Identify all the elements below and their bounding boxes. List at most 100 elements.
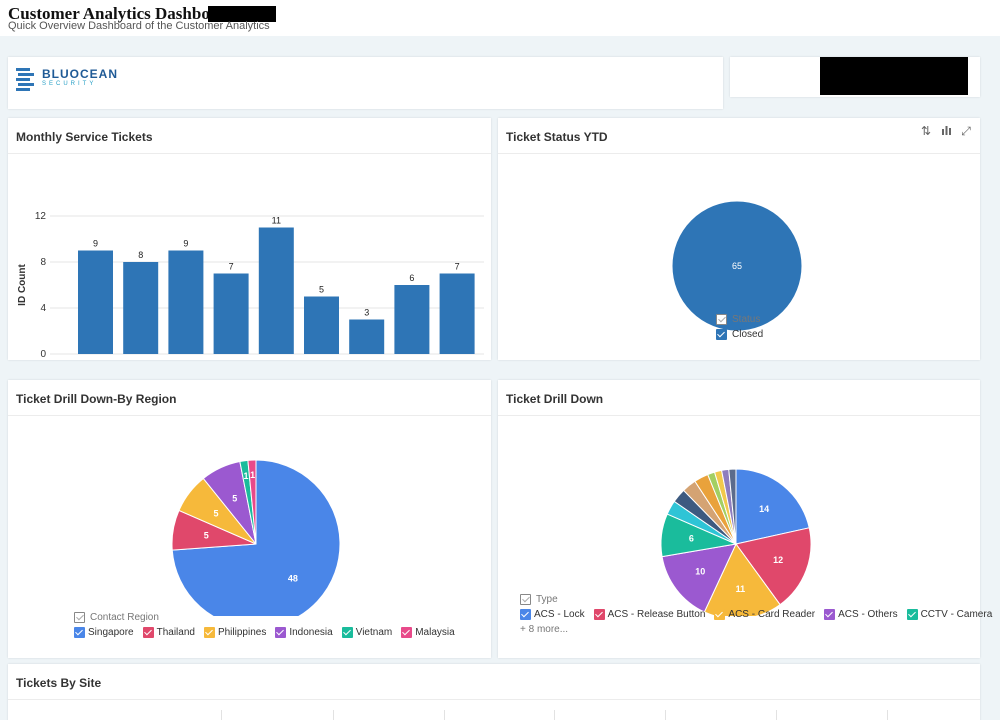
site-panel: Tickets By Site	[8, 664, 980, 720]
region-panel: Ticket Drill Down-By Region 48 5 5 5 1 1 Cont…	[8, 380, 491, 658]
redacted-block	[820, 57, 968, 95]
y-axis-label: ID Count	[17, 264, 28, 306]
bar[interactable]	[304, 296, 339, 355]
legend-checkbox-closed[interactable]	[716, 329, 727, 340]
legend-label: ACS - Others	[838, 609, 898, 620]
legend-label: Malaysia	[415, 627, 455, 638]
legend-checkbox[interactable]	[341, 627, 353, 638]
legend-item[interactable]: CCTV - Camera	[906, 609, 993, 620]
legend-checkbox[interactable]	[593, 609, 605, 620]
legend-item[interactable]: ACS - Others	[824, 609, 898, 620]
drill-legend: Type ACS - Lock ACS - Release Button ACS - …	[520, 594, 999, 635]
legend-item[interactable]: ACS - Lock	[520, 609, 585, 620]
legend-label: Vietnam	[355, 627, 393, 638]
legend-checkbox[interactable]	[906, 609, 918, 620]
legend-checkbox[interactable]	[520, 609, 531, 620]
legend-item[interactable]: Malaysia	[401, 627, 455, 638]
bar[interactable]	[258, 227, 294, 355]
sort-icon[interactable]: ⇅	[920, 124, 932, 138]
status-legend: Status Closed	[716, 314, 763, 340]
logo-name: BLUOCEAN	[42, 67, 118, 81]
bar[interactable]	[213, 273, 249, 355]
legend-item[interactable]: ACS - Card Reader	[714, 609, 815, 620]
bar-value-label: 9	[93, 239, 98, 249]
slice-value-label: 11	[736, 584, 746, 594]
logo-tagline: SECURITY	[42, 81, 97, 87]
bar-value-label: 3	[364, 308, 369, 318]
slice-value-label: 48	[288, 573, 298, 583]
pie-slice[interactable]	[661, 543, 737, 613]
panel-title: Monthly Service Tickets	[16, 130, 153, 144]
bar-value-label: 7	[229, 262, 234, 272]
pie-slice[interactable]	[671, 200, 803, 332]
panel-title: Tickets By Site	[16, 676, 102, 690]
status-pie-chart: 65	[671, 200, 803, 332]
slice-value-label: 5	[232, 493, 237, 503]
legend-checkbox[interactable]	[203, 627, 215, 638]
bar[interactable]	[439, 273, 475, 355]
drill-pie-chart: 14 12 11 10 6	[660, 468, 812, 616]
bar-value-label: 9	[183, 239, 188, 249]
legend-item[interactable]: Singapore	[74, 627, 134, 638]
pie-slice[interactable]	[703, 543, 781, 616]
bar-value-label: 7	[455, 262, 460, 272]
legend-checkbox[interactable]	[74, 627, 85, 638]
legend-label: CCTV - Camera	[920, 609, 993, 620]
dashboard-subtitle: Quick Overview Dashboard of the Customer…	[8, 20, 270, 32]
y-tick-label: 8	[40, 257, 46, 268]
legend-label: Indonesia	[289, 627, 333, 638]
legend-label: ACS - Release Button	[607, 609, 706, 620]
legend-checkbox[interactable]	[714, 609, 726, 620]
expand-icon[interactable]: ⤢	[961, 124, 971, 138]
legend-label: ACS - Lock	[534, 609, 585, 620]
bar-value-label: 11	[272, 216, 281, 226]
y-tick-label: 4	[40, 303, 46, 314]
pie-slice[interactable]	[735, 527, 812, 606]
legend-item[interactable]: ACS - Release Button	[593, 609, 706, 620]
legend-title: Type	[536, 594, 558, 605]
legend-header-checkbox[interactable]	[520, 594, 531, 605]
legend-item[interactable]: Philippines	[203, 627, 266, 638]
slice-value-label: 14	[759, 504, 769, 514]
bar[interactable]	[123, 262, 159, 354]
bar[interactable]	[394, 285, 430, 354]
bar[interactable]	[349, 319, 385, 355]
pie-slice[interactable]	[247, 459, 257, 545]
panel-title: Ticket Drill Down	[506, 392, 604, 406]
region-pie-chart: 48 5 5 5 1 1	[171, 459, 341, 616]
pie-slice[interactable]	[728, 468, 737, 545]
dashboard-title: Customer Analytics Dashboard-	[8, 4, 241, 23]
header-right-panel	[730, 57, 980, 97]
legend-header-checkbox[interactable]	[74, 612, 85, 623]
bar[interactable]	[168, 250, 204, 355]
bar[interactable]	[78, 250, 113, 355]
slice-value-label: 5	[213, 508, 218, 518]
drill-panel: Ticket Drill Down 14 12 11 10 6 Type ACS - Lo…	[498, 380, 992, 658]
bar-value-label: 8	[138, 250, 143, 260]
redacted-block	[208, 6, 276, 22]
logo-panel: BLUOCEAN SECURITY	[8, 57, 723, 109]
legend-item[interactable]: Thailand	[142, 627, 195, 638]
legend-item[interactable]: Vietnam	[341, 627, 393, 638]
bluocean-logo-icon	[14, 65, 38, 98]
legend-checkbox[interactable]	[275, 627, 287, 638]
panel-title: Ticket Status YTD	[506, 130, 608, 144]
y-tick-label: 0	[40, 349, 46, 360]
legend-checkbox[interactable]	[401, 627, 413, 638]
legend-checkbox[interactable]	[142, 627, 154, 638]
bar-value-label: 6	[409, 273, 414, 283]
pie-slice[interactable]	[735, 468, 810, 545]
legend-header-checkbox[interactable]	[716, 314, 727, 325]
legend-label: Singapore	[88, 627, 134, 638]
legend-label: Thailand	[156, 627, 195, 638]
legend-item[interactable]: Indonesia	[275, 627, 333, 638]
slice-value-label: 6	[689, 534, 694, 544]
panel-title: Ticket Drill Down-By Region	[16, 392, 177, 406]
slice-value-label: 12	[773, 555, 783, 565]
legend-title: Contact Region	[90, 612, 159, 623]
bar-chart-icon[interactable]	[940, 124, 952, 139]
legend-more-link[interactable]: + 8 more...	[520, 624, 569, 635]
legend-label: Closed	[732, 329, 764, 340]
legend-checkbox[interactable]	[824, 609, 836, 620]
